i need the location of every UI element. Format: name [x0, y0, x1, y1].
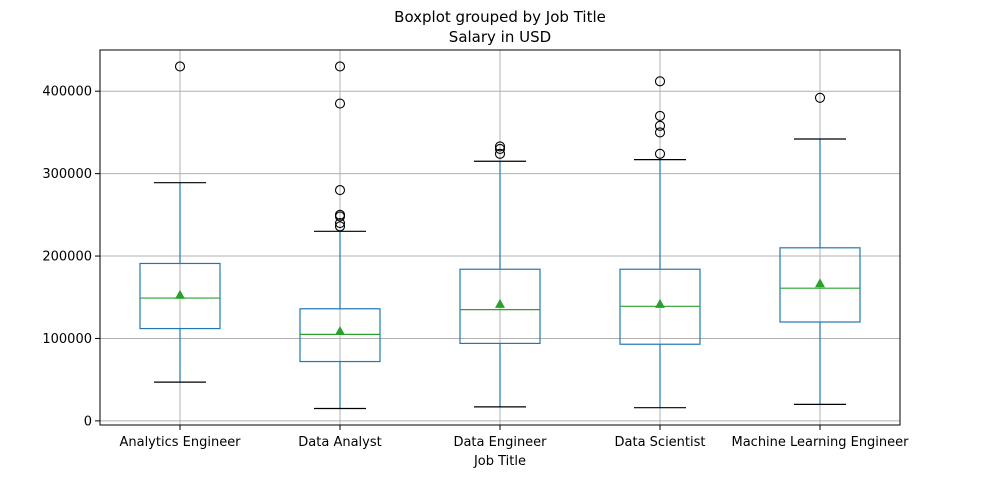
boxes-layer: [139, 61, 861, 410]
mean-marker: [175, 289, 185, 299]
outlier-point: [654, 110, 666, 121]
box-iqr: [779, 247, 861, 323]
outlier-point: [334, 218, 346, 229]
outlier-point: [814, 92, 826, 103]
outlier-point: [334, 98, 346, 109]
outlier-point: [334, 221, 346, 232]
outlier-point: [654, 120, 666, 131]
box-group: [619, 76, 701, 409]
x-axis-label: Job Title: [473, 454, 526, 469]
box-iqr: [139, 262, 221, 330]
outlier-point: [654, 148, 666, 159]
box-group: [139, 61, 221, 383]
mean-marker: [815, 278, 825, 288]
box-iqr: [459, 268, 541, 345]
box-group: [299, 61, 381, 410]
x-tick-label: Data Scientist: [615, 435, 706, 450]
x-axis: Analytics Engineer Data Analyst Data Engin…: [119, 425, 909, 450]
y-axis: 0 100000 200000 300000 400000: [42, 85, 100, 429]
x-tick-label: Data Engineer: [453, 435, 547, 450]
outlier-point: [654, 76, 666, 87]
chart-subtitle: Salary in USD: [449, 28, 551, 46]
outlier-point: [174, 61, 186, 72]
mean-marker: [335, 326, 345, 336]
box-iqr: [299, 308, 381, 363]
outlier-point: [334, 61, 346, 72]
x-tick-label: Analytics Engineer: [119, 435, 241, 450]
y-tick-label: 300000: [42, 167, 92, 182]
outlier-point: [654, 127, 666, 138]
box-group: [459, 141, 541, 408]
y-tick-label: 200000: [42, 250, 92, 265]
outlier-point: [494, 143, 506, 154]
outlier-point: [334, 185, 346, 196]
x-tick-label: Machine Learning Engineer: [731, 435, 909, 450]
mean-marker: [495, 298, 505, 308]
box-group: [779, 92, 861, 405]
y-tick-label: 0: [84, 414, 92, 429]
outlier-point: [494, 148, 506, 159]
x-tick-label: Data Analyst: [298, 435, 381, 450]
outlier-point: [494, 141, 506, 152]
y-tick-label: 100000: [42, 332, 92, 347]
y-tick-label: 400000: [42, 85, 92, 100]
mean-marker: [655, 298, 665, 308]
chart-title: Boxplot grouped by Job Title: [394, 8, 606, 26]
outlier-point: [334, 211, 346, 222]
